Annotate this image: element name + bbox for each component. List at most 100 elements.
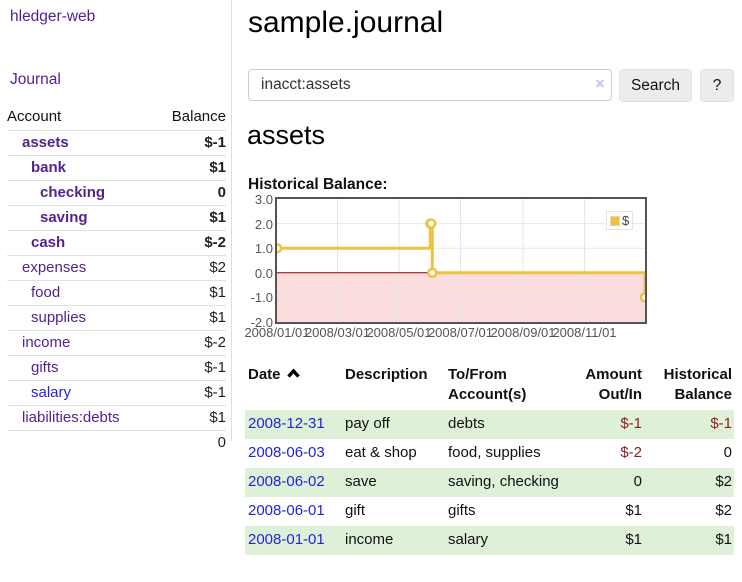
amount-cell: $-1 xyxy=(620,415,642,432)
transaction-date-link[interactable]: 2008-01-01 xyxy=(248,531,325,548)
account-name-cell: gifts xyxy=(7,355,155,381)
register-table-body: 2008-12-31 pay off debts $-1 $-1 2008-06-03 ea… xyxy=(245,410,734,555)
balance-cell: 0 xyxy=(723,444,732,461)
transaction-row: 2008-06-03 eat & shop food, supplies $-2 0 xyxy=(245,439,734,468)
series-swatch-icon xyxy=(610,215,620,226)
y-axis-tick-label: -2.0 xyxy=(250,315,273,330)
accounts-table-body: assets $-1 bank $1 checking 0 saving $1 cash $-2 e… xyxy=(7,130,226,455)
accounts-total-row: 0 xyxy=(7,430,226,455)
description-cell: pay off xyxy=(345,415,390,432)
app-title-link[interactable]: hledger-web xyxy=(10,8,96,25)
account-name-cell: assets xyxy=(7,130,155,156)
account-link[interactable]: saving xyxy=(40,209,88,226)
transaction-row: 2008-01-01 income salary $1 $1 xyxy=(245,526,734,555)
y-axis-tick-label: 3.0 xyxy=(254,192,273,207)
amount-cell: $1 xyxy=(625,502,642,519)
date-cell: 2008-01-01 xyxy=(245,526,345,555)
account-heading: assets xyxy=(247,120,326,150)
account-balance: $-2 xyxy=(154,330,226,356)
help-button[interactable]: ? xyxy=(700,69,734,102)
account-link[interactable]: gifts xyxy=(31,359,59,376)
account-name-cell: liabilities:debts xyxy=(7,405,155,431)
transaction-date-link[interactable]: 2008-06-02 xyxy=(248,473,325,490)
account-balance: $1 xyxy=(154,305,226,331)
description-cell: gift xyxy=(345,502,366,519)
account-link[interactable]: supplies xyxy=(31,309,87,326)
register-table: Date Description To/From Account(s) Amou… xyxy=(245,361,734,555)
date-cell: 2008-06-02 xyxy=(245,468,345,497)
amount-cell: 0 xyxy=(633,473,642,490)
accounts-cell: debts xyxy=(448,415,485,432)
x-axis-tick-label: 2008/01/01 xyxy=(244,325,310,340)
account-link[interactable]: food xyxy=(31,284,61,301)
description-cell: income xyxy=(345,531,394,548)
account-row: liabilities:debts $1 xyxy=(7,405,226,431)
account-balance: 0 xyxy=(154,180,226,206)
account-name-cell: income xyxy=(7,330,155,356)
accounts-total-balance: 0 xyxy=(154,430,226,455)
search-button[interactable]: Search xyxy=(619,69,692,102)
account-link[interactable]: assets xyxy=(22,134,69,151)
page-title: sample.journal xyxy=(248,6,444,39)
sort-ascending-icon xyxy=(286,368,300,378)
balance-cell: $2 xyxy=(715,502,732,519)
balance-column-header: Historical Balance xyxy=(663,366,732,403)
account-name-cell: expenses xyxy=(7,255,155,281)
account-row: income $-2 xyxy=(7,330,226,356)
amount-column-header: Amount Out/In xyxy=(585,366,642,403)
account-row: expenses $2 xyxy=(7,255,226,281)
sidebar-item-journal[interactable]: Journal xyxy=(10,71,61,88)
amount-cell: $-2 xyxy=(620,444,642,461)
account-balance: $-2 xyxy=(154,230,226,256)
accounts-column-header: To/From Account(s) xyxy=(448,366,527,403)
x-axis-tick-label: 2008/03/01 xyxy=(304,325,371,340)
search-input[interactable] xyxy=(248,69,612,101)
amount-cell: $1 xyxy=(625,531,642,548)
account-row: food $1 xyxy=(7,280,226,306)
account-link[interactable]: expenses xyxy=(22,259,87,276)
accounts-cell: salary xyxy=(448,531,489,548)
account-balance: $1 xyxy=(154,280,226,306)
x-axis-tick-label: 2008/07/01 xyxy=(427,325,494,340)
account-name-cell: bank xyxy=(7,155,155,181)
chart-legend: $ xyxy=(606,211,634,230)
account-balance: $-1 xyxy=(154,355,226,381)
transaction-date-link[interactable]: 2008-12-31 xyxy=(248,415,325,432)
y-axis-tick-label: 0.0 xyxy=(254,265,273,281)
transaction-row: 2008-12-31 pay off debts $-1 $-1 xyxy=(245,410,734,439)
account-name-cell: cash xyxy=(7,230,155,256)
transaction-row: 2008-06-02 save saving, checking 0 $2 xyxy=(245,468,734,497)
account-link[interactable]: income xyxy=(22,334,71,351)
y-axis-tick-label: -1.0 xyxy=(250,290,273,306)
sidebar: hledger-web Journal Account Balance asse… xyxy=(0,0,232,455)
account-link[interactable]: bank xyxy=(31,159,67,176)
transaction-date-link[interactable]: 2008-06-03 xyxy=(248,444,325,461)
description-cell: eat & shop xyxy=(345,444,417,461)
account-link[interactable]: liabilities:debts xyxy=(22,409,120,426)
accounts-cell: food, supplies xyxy=(448,444,541,461)
account-row: saving $1 xyxy=(7,205,226,231)
account-column-header: Account xyxy=(7,104,155,131)
accounts-table: Account Balance assets $-1 bank $1 checking 0… xyxy=(7,104,226,455)
account-link[interactable]: cash xyxy=(31,234,66,251)
account-name-cell: food xyxy=(7,280,155,306)
account-row: supplies $1 xyxy=(7,305,226,331)
transaction-date-link[interactable]: 2008-06-01 xyxy=(248,502,325,519)
account-link[interactable]: checking xyxy=(40,184,106,201)
clear-search-icon[interactable]: × xyxy=(595,74,605,93)
chart-title: Historical Balance: xyxy=(248,176,388,193)
total-label-cell xyxy=(7,430,155,455)
account-link[interactable]: salary xyxy=(31,384,72,401)
x-axis-tick-label: 2008/05/01 xyxy=(366,325,432,340)
balance-cell: $-1 xyxy=(710,415,732,432)
balance-chart-svg xyxy=(277,199,645,322)
balance-cell: $2 xyxy=(715,473,732,490)
date-column-header[interactable]: Date xyxy=(245,361,345,410)
description-column-header: Description xyxy=(345,366,428,383)
register-header-row: Date Description To/From Account(s) Amou… xyxy=(245,361,734,410)
balance-chart-plot[interactable] xyxy=(275,197,647,324)
series-name: $ xyxy=(622,213,630,228)
account-name-cell: salary xyxy=(7,380,155,406)
account-balance: $1 xyxy=(154,205,226,231)
